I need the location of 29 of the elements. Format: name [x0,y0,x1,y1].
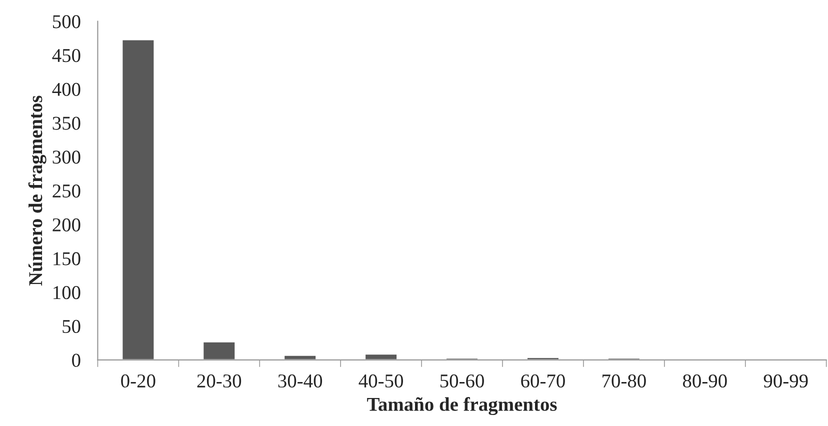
y-tick-label: 250 [52,184,80,198]
bar [526,356,560,360]
y-tick-label: 150 [54,252,80,266]
y-tick-label: 100 [54,286,80,300]
y-tick-label: 0 [72,354,80,367]
x-tick-label: 40-50 [358,374,404,388]
y-tick-label: 400 [52,82,80,96]
x-tick-label: 0-20 [121,374,156,388]
x-tick-label: 70-80 [602,374,646,388]
bar [607,357,641,360]
y-tick-label: 350 [52,116,80,130]
y-tick-label: 450 [52,48,80,62]
bar [121,38,156,360]
x-tick-label: 60-70 [521,374,565,388]
y-tick-label: 50 [62,320,80,334]
x-tick-label: 20-30 [197,374,242,388]
bar [202,340,236,360]
x-tick-label: 90-99 [764,374,808,388]
y-axis-title: Número de fragmentos [28,96,46,286]
bar [364,353,398,360]
x-axis-title: Tamaño de fragmentos [367,397,557,416]
y-tick-label: 200 [52,218,80,232]
x-tick-label: 80-90 [682,374,727,388]
x-tick-label: 50-60 [440,374,484,388]
y-tick-label: 300 [52,150,80,164]
y-tick-label: 500 [53,15,80,28]
bar [283,354,317,360]
bar [445,357,479,360]
x-tick-label: 30-40 [278,374,322,388]
